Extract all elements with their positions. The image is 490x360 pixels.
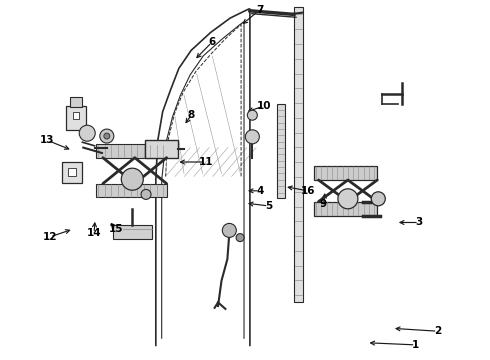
- Text: 11: 11: [198, 157, 213, 167]
- Circle shape: [371, 192, 385, 206]
- Bar: [314, 166, 377, 180]
- Bar: [96, 184, 167, 197]
- Bar: [277, 104, 285, 198]
- Text: 7: 7: [256, 5, 264, 15]
- Bar: [62, 162, 82, 183]
- Bar: [113, 225, 152, 239]
- Text: 15: 15: [108, 224, 123, 234]
- Text: 3: 3: [416, 217, 422, 228]
- Text: 4: 4: [256, 186, 264, 196]
- Bar: [70, 97, 82, 107]
- Text: 16: 16: [300, 186, 315, 196]
- Circle shape: [104, 133, 110, 139]
- Circle shape: [247, 110, 257, 120]
- Text: 14: 14: [87, 228, 101, 238]
- Text: 12: 12: [43, 232, 57, 242]
- Text: 6: 6: [208, 37, 215, 48]
- Bar: [145, 140, 178, 158]
- Circle shape: [100, 129, 114, 143]
- Text: 1: 1: [412, 340, 419, 350]
- Circle shape: [245, 130, 259, 144]
- Circle shape: [141, 189, 151, 199]
- Bar: [68, 168, 76, 176]
- Bar: [73, 112, 79, 119]
- Circle shape: [79, 125, 95, 141]
- Circle shape: [222, 224, 236, 237]
- Text: 2: 2: [434, 326, 441, 336]
- Bar: [66, 106, 86, 130]
- Bar: [314, 202, 377, 216]
- Text: 9: 9: [320, 199, 327, 210]
- Bar: [294, 7, 303, 302]
- Text: 8: 8: [188, 110, 195, 120]
- Bar: [96, 144, 167, 158]
- Circle shape: [122, 168, 143, 190]
- Text: 13: 13: [40, 135, 55, 145]
- Text: 5: 5: [265, 201, 272, 211]
- Circle shape: [236, 234, 244, 242]
- Circle shape: [338, 189, 358, 209]
- Text: 10: 10: [256, 101, 271, 111]
